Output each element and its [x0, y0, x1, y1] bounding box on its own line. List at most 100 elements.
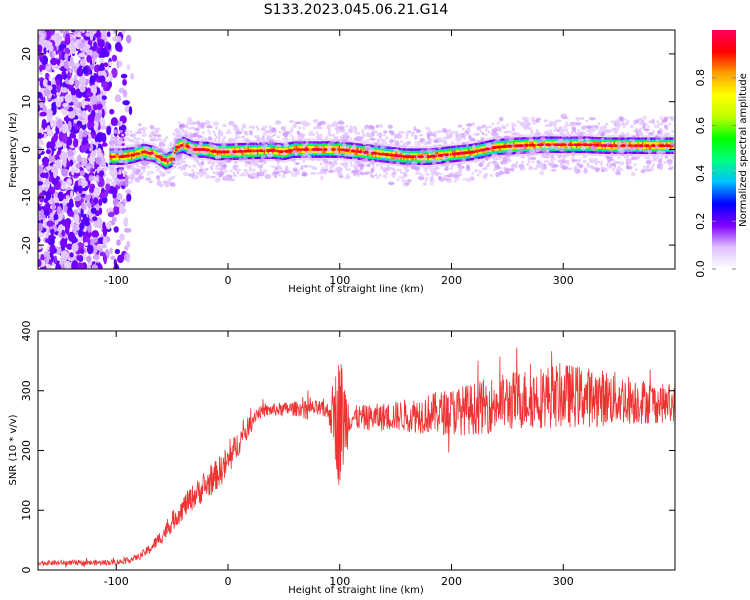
heatmap-cell — [183, 161, 185, 163]
heatmap-cell — [90, 31, 94, 41]
heatmap-cell — [577, 129, 579, 131]
heatmap-cell — [532, 161, 534, 163]
heatmap-cell — [527, 120, 529, 122]
heatmap-cell — [92, 216, 97, 221]
heatmap-cell — [77, 67, 84, 76]
heatmap-cell — [94, 33, 100, 37]
heatmap-cell — [43, 211, 49, 216]
heatmap-cell — [567, 163, 569, 165]
heatmap-cell — [130, 130, 132, 132]
heatmap-cell — [144, 134, 146, 136]
heatmap-cell — [207, 130, 209, 132]
heatmap-cell — [551, 158, 553, 160]
heatmap-cell — [556, 120, 558, 122]
heatmap-cell — [230, 170, 232, 172]
heatmap-cell — [480, 130, 482, 132]
heatmap-cell — [47, 113, 51, 123]
heatmap-cell — [55, 117, 58, 121]
heatmap-cell — [45, 191, 51, 201]
heatmap-cell — [38, 231, 42, 237]
heatmap-cell — [386, 172, 388, 174]
heatmap-cell — [186, 126, 188, 128]
heatmap-cell — [496, 158, 498, 160]
heatmap-cell — [278, 174, 280, 176]
heatmap-cell — [62, 134, 68, 144]
heatmap-cell — [72, 243, 79, 252]
heatmap-cell — [122, 134, 124, 136]
heatmap-cell — [411, 134, 413, 136]
heatmap-cell — [109, 248, 113, 254]
heatmap-cell — [63, 103, 69, 107]
heatmap-cell — [70, 40, 74, 46]
heatmap-cell — [278, 131, 280, 133]
heatmap-cell — [64, 261, 71, 270]
heatmap-cell — [43, 180, 49, 185]
heatmap-cell — [121, 74, 128, 79]
heatmap-cell — [102, 109, 105, 119]
heatmap-cell — [39, 52, 44, 57]
heatmap-cell — [50, 58, 58, 65]
heatmap-cell — [102, 142, 108, 146]
heatmap-cell — [68, 210, 74, 216]
heatmap-cell — [122, 100, 130, 105]
heatmap-cell — [48, 142, 55, 149]
heatmap-cell — [215, 136, 217, 138]
heatmap-cell — [45, 73, 49, 78]
heatmap-cell — [109, 172, 111, 174]
heatmap-cell — [46, 66, 50, 71]
heatmap-cell — [413, 132, 415, 134]
heatmap-cell — [257, 128, 259, 130]
heatmap-cell — [528, 158, 530, 160]
heatmap-cell — [62, 219, 69, 227]
heatmap-cell — [111, 134, 113, 136]
heatmap-cell — [345, 125, 347, 127]
heatmap-cell — [547, 160, 549, 162]
heatmap-cell — [215, 167, 217, 169]
heatmap-cell — [553, 129, 555, 131]
heatmap-cell — [97, 217, 102, 227]
heatmap-cell — [383, 139, 385, 141]
heatmap-cell — [81, 39, 86, 43]
heatmap-cell — [68, 112, 75, 119]
heatmap-cell — [91, 110, 95, 118]
heatmap-cell — [309, 165, 311, 167]
heatmap-cell — [53, 50, 56, 57]
heatmap-cell — [451, 165, 453, 167]
heatmap-cell — [425, 179, 427, 181]
heatmap-cell — [73, 138, 78, 147]
heatmap-cell — [351, 164, 353, 166]
heatmap-cell — [536, 129, 538, 131]
heatmap-cell — [103, 237, 107, 245]
heatmap-cell — [50, 229, 54, 236]
heatmap-cell — [86, 256, 91, 262]
heatmap-cell — [93, 197, 98, 204]
heatmap-cell — [66, 195, 70, 199]
heatmap-cell — [292, 137, 294, 139]
heatmap-cell — [57, 84, 61, 93]
heatmap-cell — [449, 129, 451, 131]
heatmap-cell — [402, 177, 404, 179]
heatmap-cell — [497, 122, 499, 124]
heatmap-cell — [46, 220, 54, 227]
heatmap-cell — [431, 177, 433, 179]
heatmap-cell — [529, 122, 531, 124]
heatmap-cell — [327, 124, 329, 126]
heatmap-cell — [379, 174, 381, 176]
heatmap-cell — [489, 126, 491, 128]
heatmap-cell — [529, 127, 531, 129]
heatmap-cell — [92, 59, 95, 66]
heatmap-cell — [547, 124, 549, 126]
heatmap-cell — [559, 120, 561, 122]
heatmap-cell — [45, 238, 49, 243]
heatmap-cell — [53, 133, 58, 142]
heatmap-cell — [205, 172, 207, 174]
heatmap-cell — [109, 179, 111, 181]
heatmap-cell — [242, 136, 244, 138]
heatmap-cell — [74, 80, 79, 89]
heatmap-cell — [211, 164, 213, 166]
heatmap-cell — [80, 59, 86, 66]
heatmap-cell — [383, 134, 385, 136]
heatmap-cell — [303, 160, 305, 162]
heatmap-cell — [87, 245, 94, 255]
heatmap-cell — [415, 172, 417, 174]
